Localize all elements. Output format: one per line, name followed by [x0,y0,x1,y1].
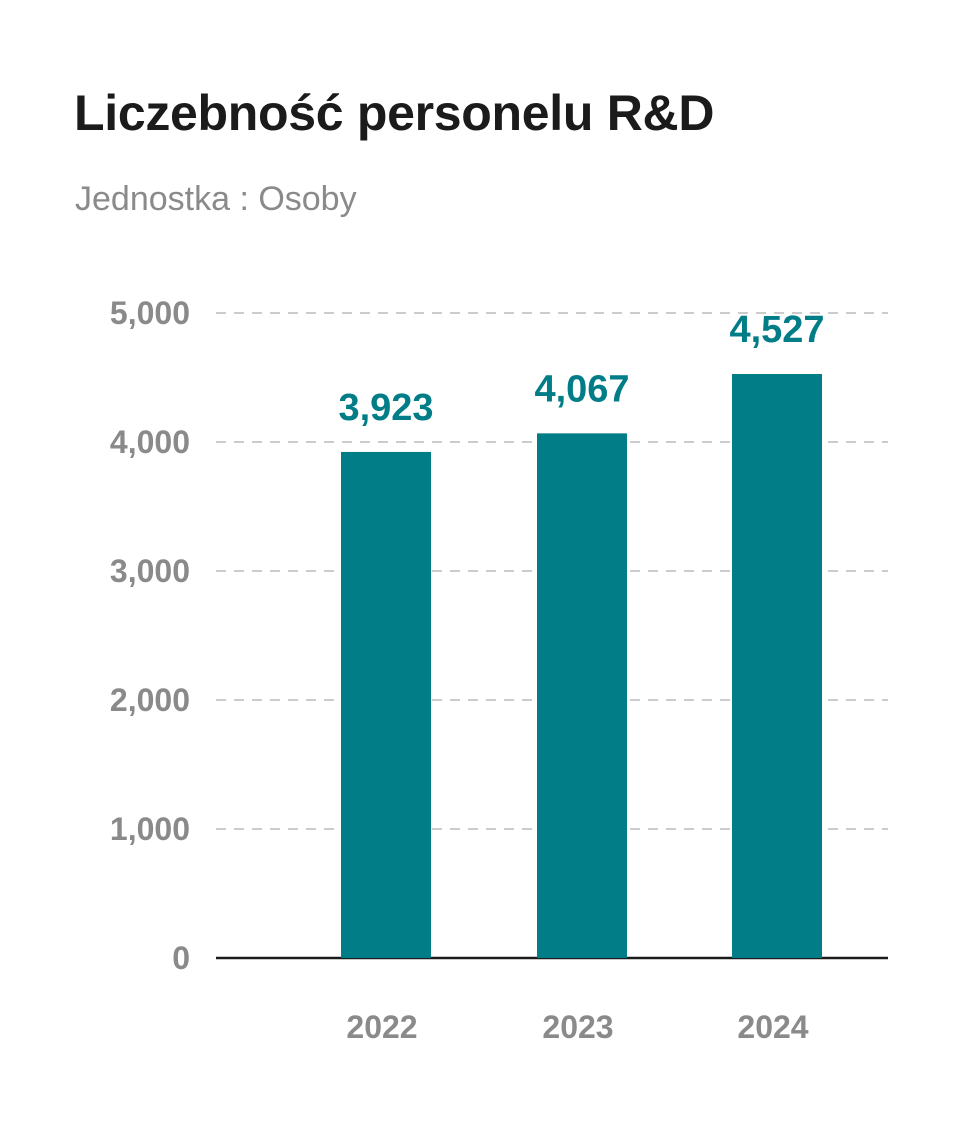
bar [537,433,627,958]
bar-value-label: 3,923 [338,387,433,429]
x-tick-label: 2024 [737,1009,808,1045]
bar [341,451,431,958]
bar-value-label: 4,527 [729,309,824,351]
x-tick-label: 2022 [346,1009,417,1045]
chart-title: Liczebność personelu R&D [74,85,715,141]
x-tick-label: 2023 [542,1009,613,1045]
y-tick-label: 4,000 [110,424,190,460]
bar [732,374,822,959]
y-tick-label: 5,000 [110,295,190,331]
bar-value-label: 4,067 [534,368,629,410]
y-tick-label: 3,000 [110,553,190,589]
y-tick-label: 2,000 [110,682,190,718]
chart-subtitle: Jednostka : Osoby [75,180,357,218]
y-tick-label: 0 [172,940,190,976]
y-tick-label: 1,000 [110,811,190,847]
